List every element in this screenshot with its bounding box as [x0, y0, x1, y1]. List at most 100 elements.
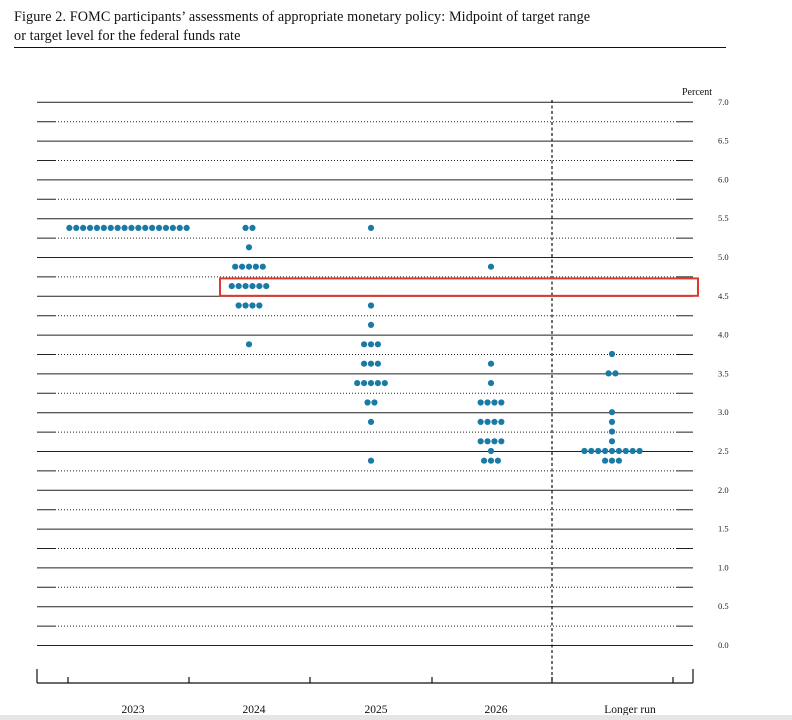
y-tick-label: 5.0 — [718, 252, 729, 262]
dot-marker — [491, 418, 498, 425]
dot-marker — [142, 224, 149, 231]
dot-marker — [367, 457, 375, 464]
y-tick-label: 0.5 — [718, 601, 729, 611]
dot-marker — [487, 380, 495, 387]
dot-marker — [364, 399, 371, 406]
dot-marker — [612, 370, 619, 377]
y-tick-label: 5.5 — [718, 213, 729, 223]
y-tick-label: 0.0 — [718, 640, 729, 650]
y-tick-label: 6.5 — [718, 136, 729, 146]
dot-marker — [367, 321, 375, 328]
dot-marker — [361, 341, 368, 348]
dot-marker — [477, 438, 484, 445]
x-category-label: 2026 — [485, 704, 508, 716]
dot-marker — [608, 350, 616, 358]
dot-marker — [245, 263, 253, 270]
dot-marker — [374, 380, 381, 387]
dot-marker — [494, 457, 501, 464]
dot-marker — [121, 224, 128, 231]
dot-marker — [66, 224, 73, 231]
dot-marker — [608, 418, 616, 425]
y-tick-label: 2.5 — [718, 446, 729, 456]
dot-marker — [491, 438, 498, 445]
dot-marker — [608, 438, 616, 445]
dot-marker — [242, 224, 249, 231]
y-tick-label: 6.0 — [718, 174, 729, 184]
dot-marker — [371, 399, 378, 406]
dot-marker — [361, 360, 368, 367]
dot-marker — [498, 418, 505, 425]
dot-marker — [615, 457, 623, 464]
y-axis-title: Percent — [682, 87, 712, 98]
y-tick-label: 3.5 — [718, 368, 729, 378]
dot-marker — [491, 399, 498, 406]
dot-marker — [367, 224, 375, 231]
dot-marker — [608, 428, 616, 435]
dot-marker — [252, 263, 259, 270]
dot-marker — [487, 457, 495, 464]
x-category-label: 2024 — [243, 704, 266, 716]
highlight-box — [219, 277, 699, 297]
dot-marker — [169, 224, 176, 231]
dot-marker — [484, 438, 491, 445]
dot-marker — [629, 447, 636, 455]
dot-marker — [374, 360, 381, 367]
dot-marker — [80, 224, 87, 231]
dot-marker — [498, 399, 505, 406]
dot-marker — [484, 418, 491, 425]
dot-marker — [245, 244, 253, 251]
dot-marker — [128, 224, 135, 231]
dot-marker — [381, 380, 388, 387]
x-axis — [36, 100, 694, 684]
dot-marker — [615, 447, 623, 455]
x-category-label: 2023 — [122, 704, 145, 716]
dot-marker — [622, 447, 629, 455]
y-tick-label: 1.0 — [718, 562, 729, 572]
dot-marker — [367, 380, 375, 387]
dot-marker — [183, 224, 190, 231]
dot-marker — [374, 341, 381, 348]
dot-marker — [100, 224, 107, 231]
dot-marker — [605, 370, 612, 377]
dot-marker — [581, 447, 588, 455]
dot-marker — [242, 302, 249, 309]
dot-marker — [481, 457, 488, 464]
dot-marker — [263, 283, 270, 290]
dot-marker — [487, 360, 495, 367]
dot-marker — [249, 302, 256, 309]
y-tick-label: 4.5 — [718, 291, 729, 301]
dot-marker — [498, 438, 505, 445]
labels-layer: 0.0 0.5 1.0 1.5 2.0 2.5 3.0 3.5 4.0 4.5 5.0 5.5 6.0 6… — [122, 87, 729, 716]
dot-marker — [155, 224, 163, 231]
y-tick-label: 7.0 — [718, 97, 729, 107]
y-tick-label: 4.0 — [718, 330, 729, 340]
y-tick-label: 2.0 — [718, 485, 729, 495]
dot-marker — [477, 399, 484, 406]
dot-marker — [249, 283, 256, 290]
caption-line-2: or target level for the federal funds ra… — [14, 28, 241, 44]
dot-marker — [602, 457, 609, 464]
caption-rule — [14, 47, 726, 48]
dot-marker — [242, 283, 249, 290]
caption-line-1: Figure 2. FOMC participants’ assessments… — [14, 9, 591, 25]
dot-marker — [608, 409, 616, 416]
dot-marker — [354, 380, 361, 387]
footer-strip — [0, 715, 792, 720]
x-category-label: 2025 — [365, 704, 388, 716]
dot-marker — [602, 447, 609, 455]
dot-marker — [135, 224, 142, 231]
dot-marker — [487, 447, 495, 455]
dot-marker — [239, 263, 246, 270]
dot-marker — [259, 263, 266, 270]
dot-marker — [162, 224, 170, 231]
dot-marker — [235, 302, 242, 309]
dot-marker — [367, 341, 375, 348]
x-category-label: Longer run — [604, 704, 656, 716]
dot-marker — [487, 263, 495, 270]
dot-marker — [228, 283, 235, 290]
grid-lines — [37, 101, 693, 646]
dot-marker — [114, 224, 121, 231]
dot-marker — [86, 224, 94, 231]
dot-marker — [595, 447, 602, 455]
